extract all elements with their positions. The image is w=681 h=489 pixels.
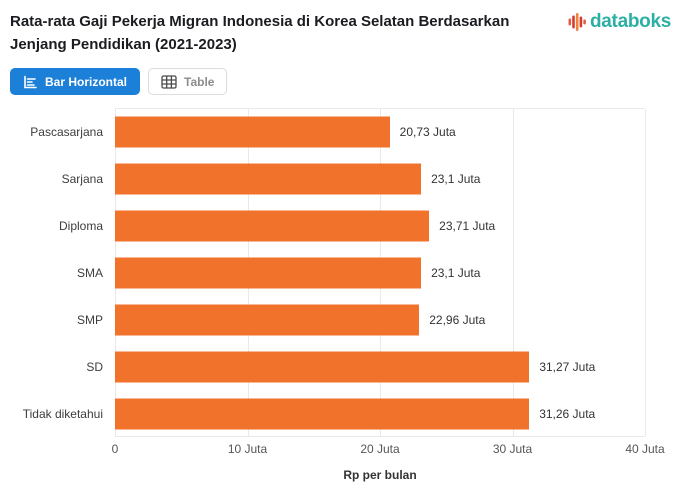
bar-track: 22,96 Juta [115, 296, 645, 343]
x-axis-title: Rp per bulan [343, 468, 417, 482]
bar-track: 20,73 Juta [115, 108, 645, 155]
table-button[interactable]: Table [148, 68, 228, 95]
bar-track: 23,71 Juta [115, 202, 645, 249]
page-title-line2: Jenjang Pendidikan (2021-2023) [10, 36, 237, 53]
bar[interactable] [115, 163, 422, 194]
value-label: 31,27 Juta [539, 359, 596, 374]
category-label: SMP [76, 312, 103, 327]
value-label: 22,96 Juta [429, 312, 486, 327]
chart-view-toolbar: Bar Horizontal Table [10, 68, 671, 95]
chart-row: SD 31,27 Juta [10, 343, 645, 390]
chart-row: SMP 22,96 Juta [10, 296, 645, 343]
gridline [645, 109, 646, 436]
table-button-label: Table [184, 74, 215, 89]
databoks-logo-text: databoks [589, 11, 671, 32]
category-label: Diploma [58, 218, 103, 233]
category-label: Sarjana [61, 171, 103, 186]
chart-row: Pascasarjana 20,73 Juta [10, 108, 645, 155]
databoks-logo-icon [568, 12, 587, 32]
category-label: SMA [76, 265, 103, 280]
bar-horizontal-button[interactable]: Bar Horizontal [10, 68, 141, 95]
x-axis-tick: 40 Juta [625, 442, 665, 456]
x-axis-tick: 30 Juta [492, 442, 533, 456]
value-label: 31,26 Juta [539, 406, 596, 421]
chart-row: Tidak diketahui 31,26 Juta [10, 390, 645, 437]
bar-chart: Pascasarjana 20,73 Juta Sarjana 23,1 Juta Di… [10, 108, 665, 482]
bar[interactable] [115, 398, 530, 429]
bar[interactable] [115, 351, 530, 382]
header: Rata-rata Gaji Pekerja Migran Indonesia … [10, 10, 671, 56]
page-title: Rata-rata Gaji Pekerja Migran Indonesia … [10, 10, 509, 56]
value-label: 20,73 Juta [399, 124, 456, 139]
category-label: SD [86, 359, 103, 374]
bar-track: 31,27 Juta [115, 343, 645, 390]
chart-plot-area: Pascasarjana 20,73 Juta Sarjana 23,1 Juta Di… [10, 108, 646, 437]
x-axis-tick: 0 [111, 442, 119, 456]
table-icon [161, 74, 177, 89]
value-label: 23,1 Juta [431, 171, 481, 186]
value-label: 23,1 Juta [431, 265, 481, 280]
bar-track: 23,1 Juta [115, 249, 645, 296]
page-title-line1: Rata-rata Gaji Pekerja Migran Indonesia … [10, 13, 510, 30]
bar-track: 31,26 Juta [115, 390, 645, 437]
bar-horizontal-icon [23, 75, 38, 89]
databoks-logo[interactable]: databoks [568, 11, 671, 33]
chart-row: Sarjana 23,1 Juta [10, 155, 645, 202]
x-axis: 0 10 Juta 20 Juta 30 Juta 40 Juta [111, 442, 665, 457]
bar-track: 23,1 Juta [115, 155, 645, 202]
chart-row: SMA 23,1 Juta [10, 249, 645, 296]
chart-row: Diploma 23,71 Juta [10, 202, 645, 249]
bar[interactable] [115, 304, 420, 335]
bar[interactable] [115, 210, 430, 241]
value-label: 23,71 Juta [439, 218, 496, 233]
bar-horizontal-button-label: Bar Horizontal [45, 74, 128, 89]
category-label: Pascasarjana [30, 124, 103, 139]
x-axis-tick: 20 Juta [360, 442, 400, 456]
bar[interactable] [115, 116, 390, 147]
bar[interactable] [115, 257, 422, 288]
category-label: Tidak diketahui [22, 406, 103, 421]
x-axis-tick: 10 Juta [227, 442, 268, 456]
